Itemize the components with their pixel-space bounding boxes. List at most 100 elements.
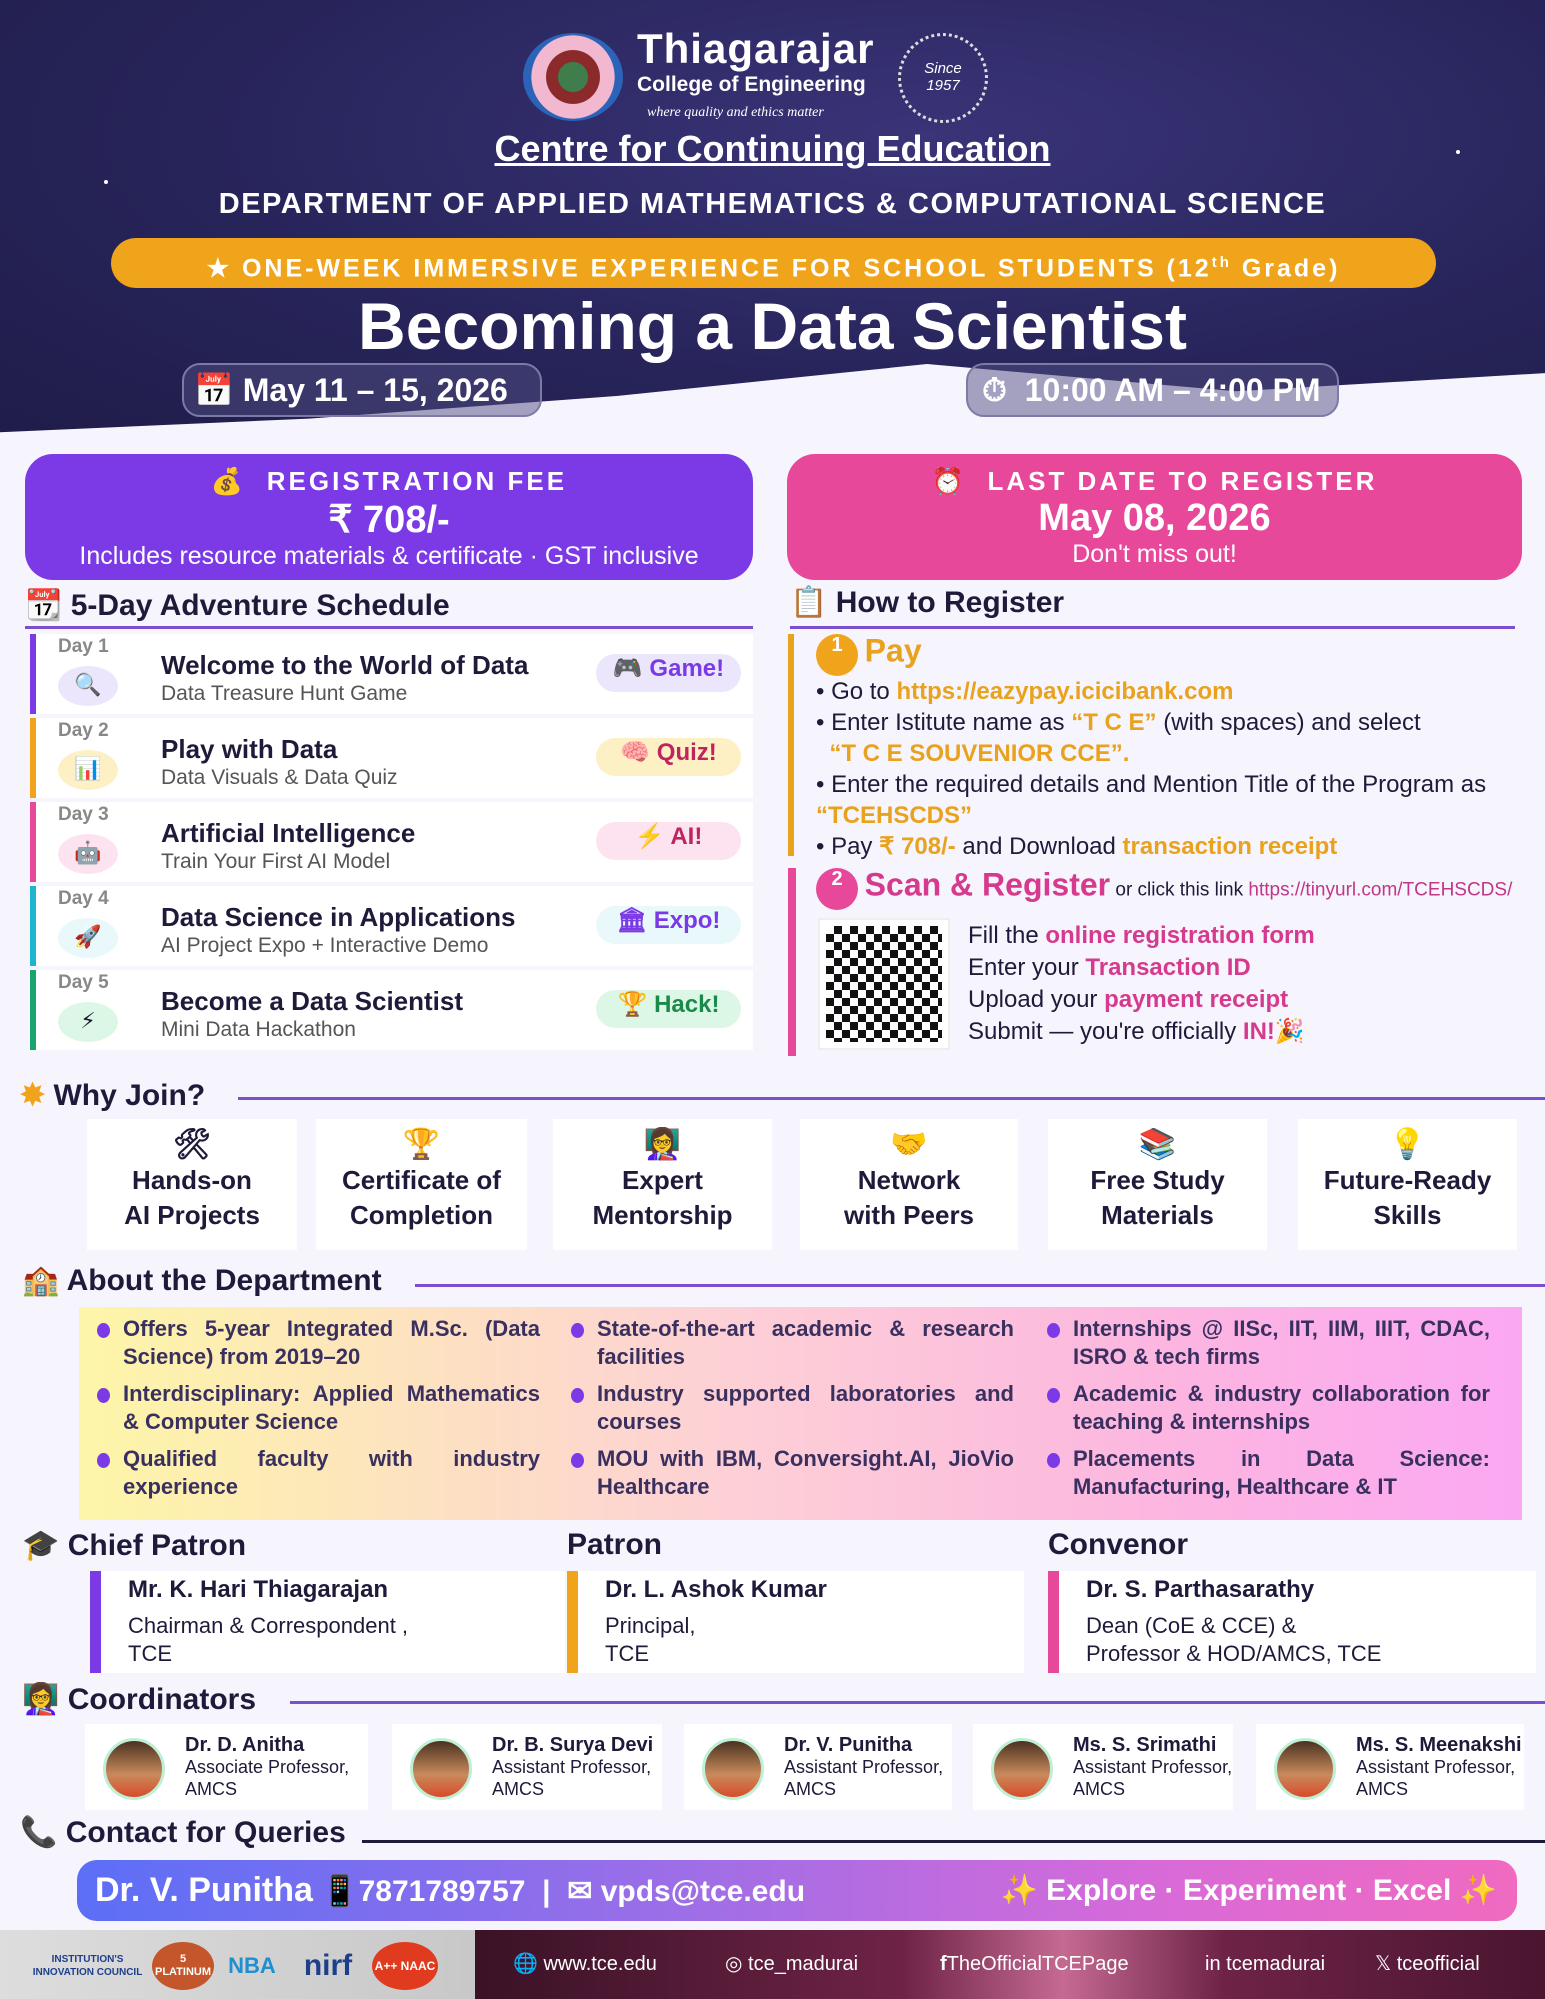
role-label: Patron [567,1528,663,1561]
highlight: “T C E” [1071,709,1157,736]
day-subtitle: AI Project Expo + Interactive Demo [161,934,489,957]
benefit-icon: 🛠 [172,1128,212,1161]
text: Pay [831,833,880,860]
iic-text: INSTITUTION'S INNOVATION COUNCIL [32,1954,143,1978]
time-pill: ⏱ 10:00 AM – 4:00 PM [966,363,1339,417]
benefit-card: 💡 Future-Ready Skills [1298,1119,1517,1250]
day-label: Day 3 [58,804,109,825]
about-box: Offers 5-year Integrated M.Sc. (Data Sci… [79,1307,1522,1520]
teacher-icon: 👩‍🏫 [22,1683,60,1716]
benefit-icon: 👩‍🏫 [643,1128,682,1161]
day-icon: 🚀 [58,918,118,958]
coordinators-title: Coordinators [67,1683,257,1716]
avatar [702,1738,764,1800]
divider [790,626,1515,629]
patron-desig: Chairman & Correspondent , [128,1613,409,1638]
motto: Explore · Experiment · Excel [1046,1874,1452,1907]
patron-card: Dr. L. Ashok Kumar Principal, TCE [567,1571,1024,1673]
patron-card: Dr. S. Parthasarathy Dean (CoE & CCE) & Pr… [1048,1571,1536,1673]
nirf-text: nirf [303,1949,353,1982]
benefit-card: 👩‍🏫 Expert Mentorship [553,1119,772,1250]
fee-amount: ₹ 708/- [328,499,450,541]
facebook-text: TheOfficialTCEPage [946,1953,1129,1975]
tag-label: Quiz! [656,739,717,766]
activity-tag: 🎮 Game! [596,654,741,692]
benefit-icon: 📚 [1138,1128,1177,1161]
contact-bar: Dr. V. Punitha 📱7871789757 | ✉ vpds@tce.… [77,1860,1517,1921]
text: Enter Istitute name as [831,709,1072,736]
benefit-line2: Mentorship [592,1200,733,1230]
avatar [103,1738,165,1800]
why-title: Why Join? [53,1079,206,1112]
tag-icon: 🏆 [617,991,648,1018]
divider [415,1284,1545,1287]
about-bullet: State-of-the-art academic & research fac… [569,1315,1014,1371]
about-heading: 🏫 About the Department [22,1263,382,1298]
register-heading: 📋 How to Register [790,585,1064,620]
coordinator-role: Assistant Professor, [1073,1757,1233,1777]
since-year: 1957 [926,77,960,94]
divider [25,626,753,629]
star-icon: ✸ [20,1079,46,1112]
day-label: Day 1 [58,636,109,657]
benefit-line1: Network [857,1165,961,1195]
patron-desig2: Professor & HOD/AMCS, TCE [1086,1641,1382,1666]
contact-phone[interactable]: 7871789757 [358,1875,526,1908]
tinyurl-link[interactable]: https://tinyurl.com/TCEHSCDS/ [1248,879,1513,901]
platinum-text: 5 PLATINUM [154,1953,211,1978]
nirf-logo: nirf [292,1942,364,1990]
benefit-icon: 🏆 [402,1128,441,1161]
day-label: Day 4 [58,888,109,909]
coordinator-name: Dr. V. Punitha [784,1734,913,1756]
day-label: Day 2 [58,720,109,741]
text: Submit — you're officially [968,1018,1243,1045]
instagram-icon: ◎ [725,1953,743,1975]
contact-email[interactable]: vpds@tce.edu [600,1875,806,1908]
instagram-link[interactable]: ◎ tce_madurai [725,1930,858,1999]
party-icon: 🎉 [1274,1018,1305,1045]
patron-name: Dr. L. Ashok Kumar [605,1576,827,1603]
patron-role: Patron [567,1528,662,1562]
benefit-card: 🛠 Hands-on AI Projects [87,1119,297,1250]
registration-fee-box: 💰 REGISTRATION FEE ₹ 708/- Includes reso… [25,454,753,580]
register-title: How to Register [835,586,1065,619]
patron-role: Convenor [1048,1528,1188,1562]
coordinator-name: Dr. B. Surya Devi [492,1734,654,1756]
coordinator-card: Ms. S. Srimathi Assistant Professor, AMCS [973,1724,1233,1810]
coordinator-name: Ms. S. Meenakshi [1356,1734,1522,1756]
about-bullet: Academic & industry collaboration for te… [1045,1380,1490,1436]
tag-label: Game! [649,655,725,682]
about-bullet: Internships @ IISc, IIT, IIM, IIIT, CDAC… [1045,1315,1490,1371]
facebook-link[interactable]: fTheOfficialTCEPage [940,1930,1129,1999]
day-icon: 🤖 [58,834,118,874]
naac-text: A++ NAAC [374,1959,436,1973]
eazypay-link[interactable]: https://eazypay.icicibank.com [896,678,1234,705]
qr-code[interactable] [818,918,950,1050]
fee-note: Includes resource materials & certificat… [79,542,699,570]
alarm-clock-icon: ⏰ [931,466,967,496]
about-bullet: MOU with IBM, Conversight.AI, JioVio Hea… [569,1445,1014,1501]
divider [238,1097,1545,1100]
tag-icon: ⚡ [634,823,665,850]
coordinator-dept: AMCS [492,1779,545,1799]
money-bag-icon: 💰 [210,466,247,496]
day-icon: 🔍 [58,666,118,706]
linkedin-link[interactable]: in tcemadurai [1205,1930,1325,1999]
phone-icon: 📞 [20,1816,58,1849]
star-icon: ★ [206,254,242,283]
platinum-badge: 5 PLATINUM [152,1942,214,1990]
step-title: Scan & Register [864,866,1111,903]
facebook-icon: f [940,1953,947,1975]
about-bullet: Placements in Data Science: Manufacturin… [1045,1445,1490,1501]
patron-name: Mr. K. Hari Thiagarajan [128,1576,389,1603]
web-link[interactable]: 🌐 www.tce.edu [513,1930,657,1999]
deadline-note: Don't miss out! [1072,540,1237,568]
highlight: IN! [1242,1018,1275,1045]
benefit-line2: Skills [1373,1200,1442,1230]
highlight: transaction receipt [1122,833,1338,860]
sparkle-icon: ✨ [1000,1874,1038,1907]
globe-icon: 🌐 [513,1953,538,1975]
tag-label: Hack! [654,991,720,1018]
benefit-line1: Hands-on [132,1165,252,1195]
x-link[interactable]: 𝕏 tceofficial [1375,1930,1480,1999]
